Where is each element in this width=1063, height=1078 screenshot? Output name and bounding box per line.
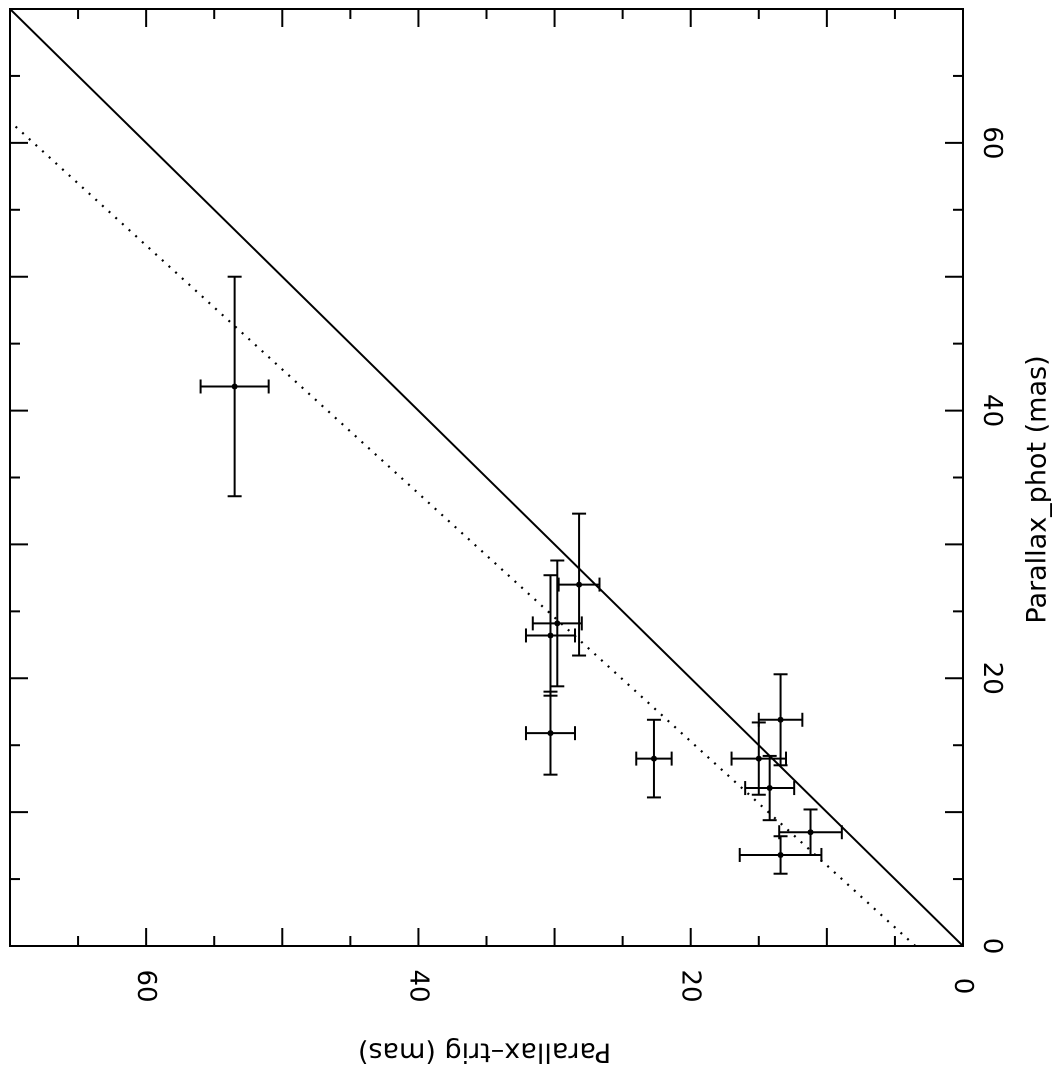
data-point bbox=[766, 785, 773, 792]
x-tick-label: 20 bbox=[676, 969, 706, 1002]
x-tick-label: 0 bbox=[948, 978, 978, 995]
data-point bbox=[554, 620, 561, 627]
data-point bbox=[650, 755, 657, 762]
data-point bbox=[777, 716, 784, 723]
data-point bbox=[777, 851, 784, 858]
solid-reference-line bbox=[10, 9, 963, 946]
data-point bbox=[807, 829, 814, 836]
y-tick-label: 60 bbox=[977, 126, 1007, 159]
data-point bbox=[231, 383, 238, 390]
y-tick-label: 0 bbox=[977, 938, 1007, 955]
data-point bbox=[547, 730, 554, 737]
y-tick-label: 20 bbox=[977, 662, 1007, 695]
x-tick-label: 60 bbox=[131, 969, 161, 1002]
x-axis-label: Parallax–trig (mas) bbox=[358, 1037, 611, 1068]
y-tick-label: 40 bbox=[977, 394, 1007, 427]
data-point bbox=[547, 632, 554, 639]
data-point bbox=[755, 755, 762, 762]
plot-area: 0 20 40 60 0 20 40 60 bbox=[9, 8, 1007, 1003]
x-tick-label: 40 bbox=[403, 969, 433, 1002]
data-point bbox=[576, 581, 583, 588]
dotted-fit-line bbox=[10, 120, 917, 946]
y-axis-label: Parallax_phot (mas) bbox=[1022, 355, 1053, 623]
